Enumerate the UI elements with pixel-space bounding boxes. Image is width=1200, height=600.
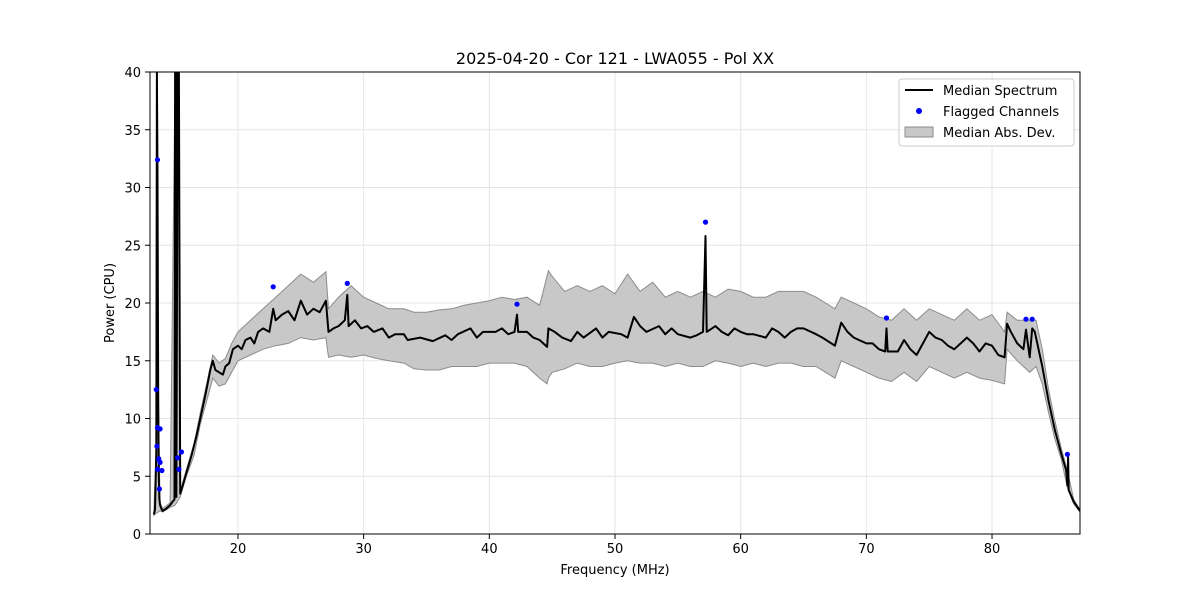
- y-axis-ticks: 0 5 10 15 20 25 30 35 40: [124, 66, 150, 543]
- y-axis-label: Power (CPU): [103, 263, 118, 343]
- legend-median-label: Median Spectrum: [943, 84, 1057, 99]
- median-spectrum-line: [152, 72, 1080, 515]
- flagged-channel-point: [514, 301, 520, 307]
- y-tick-label: 30: [124, 182, 141, 197]
- flagged-channel-point: [883, 315, 890, 321]
- y-tick-label: 20: [124, 297, 141, 312]
- y-tick-label: 0: [133, 528, 141, 543]
- x-tick-label: 30: [355, 542, 372, 557]
- y-tick-label: 40: [124, 66, 141, 81]
- chart-title: 2025-04-20 - Cor 121 - LWA055 - Pol XX: [456, 49, 774, 68]
- legend: Median Spectrum Flagged Channels Median …: [898, 78, 1075, 147]
- flagged-channel-point: [156, 486, 162, 492]
- flagged-channel-point: [1064, 451, 1070, 457]
- y-tick-label: 10: [124, 413, 141, 428]
- x-axis-ticks: 20 30 40 50 60 70 80: [230, 534, 1001, 557]
- flagged-channel-point: [1023, 316, 1029, 322]
- flagged-channel-point: [175, 455, 181, 461]
- legend-mad-swatch: [904, 126, 934, 138]
- x-tick-label: 80: [984, 542, 1001, 557]
- legend-mad-label: Median Abs. Dev.: [943, 126, 1055, 141]
- legend-flagged-label: Flagged Channels: [943, 105, 1059, 120]
- flagged-channel-point: [153, 387, 159, 393]
- x-axis-label: Frequency (MHz): [560, 563, 669, 578]
- flagged-channel-point: [176, 466, 182, 472]
- flagged-channel-point: [702, 219, 709, 225]
- flagged-channel-point: [178, 449, 184, 455]
- flagged-channel-point: [154, 443, 160, 449]
- flagged-channel-point: [1029, 316, 1035, 322]
- legend-box: [898, 78, 1075, 147]
- median-abs-dev-band: [153, 72, 1080, 517]
- flagged-channel-point: [159, 467, 165, 474]
- x-tick-label: 20: [230, 542, 247, 557]
- flagged-channel-point: [270, 284, 276, 290]
- x-tick-label: 50: [607, 542, 624, 557]
- x-tick-label: 60: [732, 542, 749, 557]
- flagged-channels: [153, 157, 1070, 492]
- legend-flagged-swatch: [916, 108, 922, 114]
- y-tick-label: 35: [124, 124, 141, 139]
- flagged-channel-point: [154, 157, 161, 163]
- flagged-channel-point: [157, 459, 163, 465]
- x-tick-label: 40: [481, 542, 498, 557]
- y-tick-label: 15: [124, 355, 141, 370]
- x-tick-label: 70: [858, 542, 875, 557]
- flagged-channel-point: [344, 280, 350, 286]
- flagged-channel-point: [157, 426, 163, 432]
- y-tick-label: 25: [124, 239, 141, 254]
- y-tick-label: 5: [133, 470, 141, 485]
- flagged-channel-point: [154, 466, 161, 472]
